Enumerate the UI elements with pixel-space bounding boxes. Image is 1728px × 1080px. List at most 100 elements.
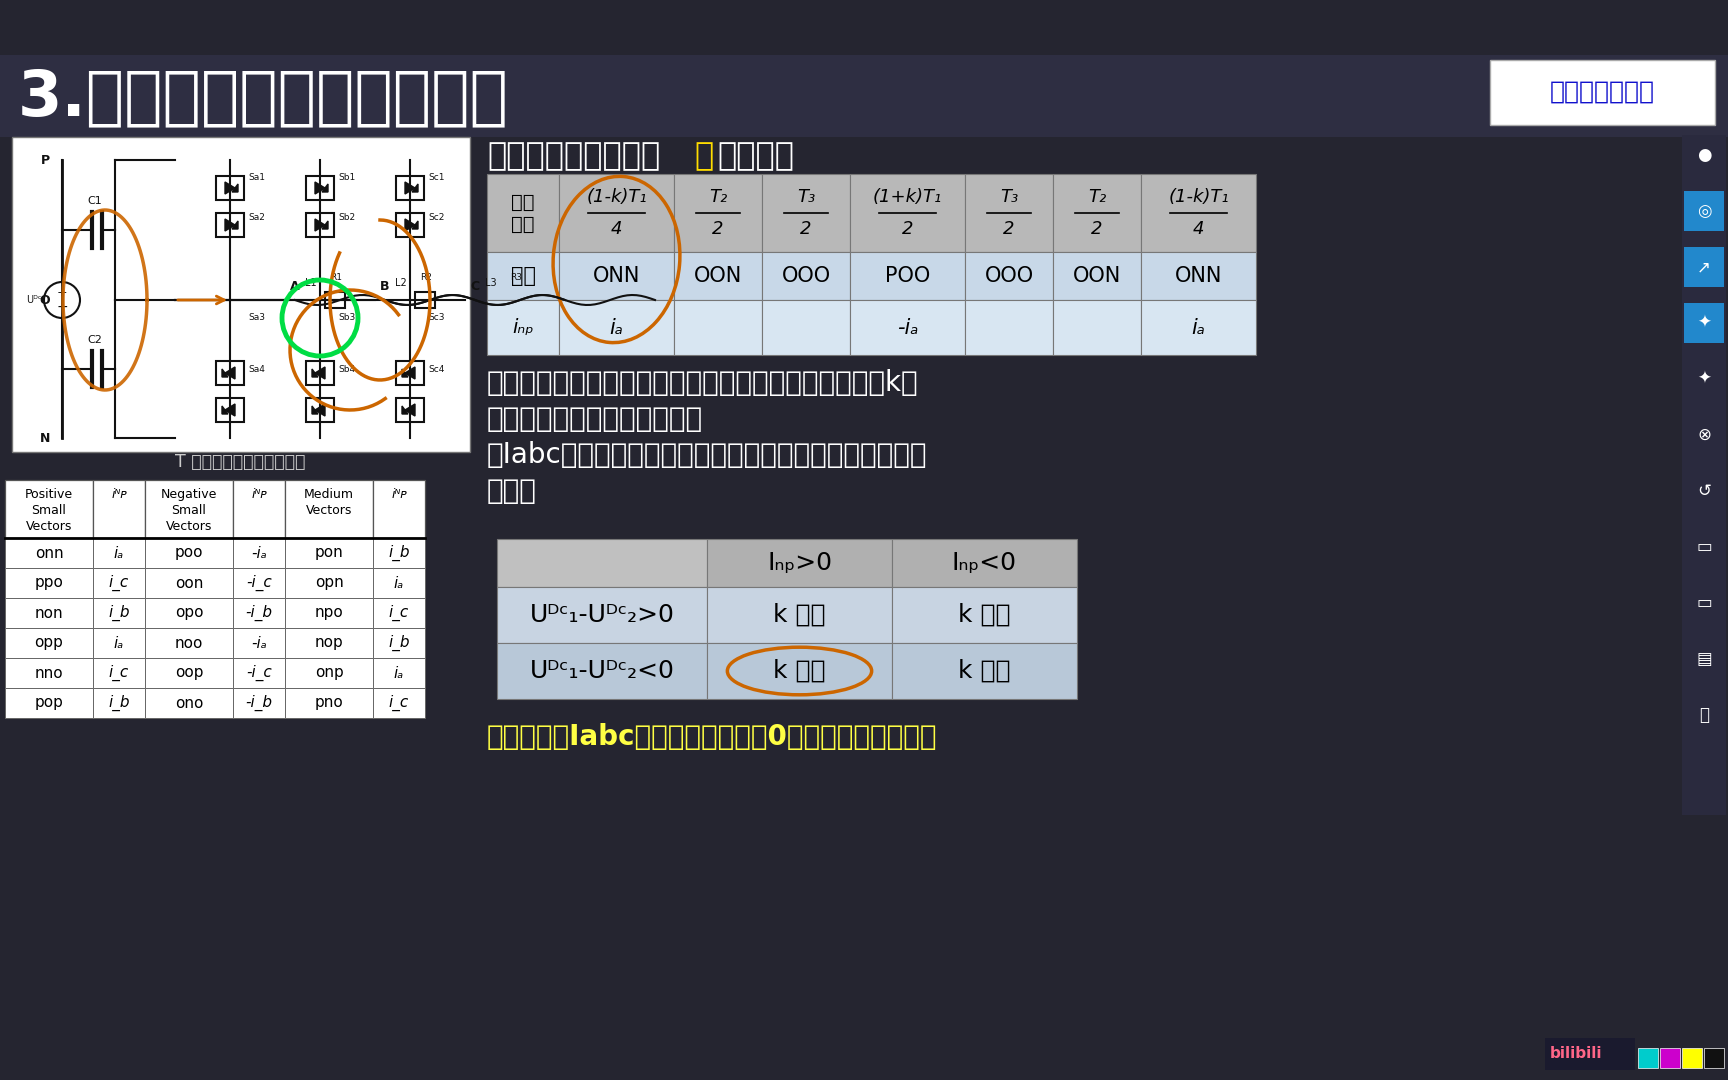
Text: L2: L2 bbox=[396, 278, 406, 288]
Text: ●: ● bbox=[1697, 146, 1711, 164]
Bar bbox=[0, 55, 1728, 137]
Text: R1: R1 bbox=[330, 273, 342, 282]
Text: P: P bbox=[41, 153, 50, 166]
Bar bbox=[396, 361, 423, 384]
Text: k 为正: k 为正 bbox=[772, 603, 826, 627]
Text: poo: poo bbox=[175, 545, 204, 561]
Bar bbox=[707, 588, 892, 643]
Text: iₐ: iₐ bbox=[610, 318, 624, 337]
Bar bbox=[5, 627, 93, 658]
Bar bbox=[93, 627, 145, 658]
Text: R3: R3 bbox=[510, 273, 522, 282]
Text: 矢量: 矢量 bbox=[510, 266, 536, 286]
Bar bbox=[674, 252, 762, 300]
Text: iᴺᴘ: iᴺᴘ bbox=[111, 488, 126, 501]
Text: T 型三电平等效电路模型图: T 型三电平等效电路模型图 bbox=[175, 453, 306, 471]
Text: k 为负: k 为负 bbox=[772, 659, 826, 683]
Bar bbox=[145, 688, 233, 718]
Bar bbox=[487, 174, 558, 252]
Text: Uᴰᶜ: Uᴰᶜ bbox=[26, 295, 41, 305]
Bar bbox=[325, 292, 346, 308]
Text: iᴺᴘ: iᴺᴘ bbox=[391, 488, 406, 501]
Text: 正负，从而实现响应的控制。: 正负，从而实现响应的控制。 bbox=[487, 405, 703, 433]
Bar bbox=[498, 588, 707, 643]
Bar bbox=[373, 568, 425, 598]
Bar bbox=[707, 643, 892, 699]
Text: -iₐ: -iₐ bbox=[251, 545, 266, 561]
Bar bbox=[892, 588, 1077, 643]
Bar bbox=[396, 213, 423, 237]
Bar bbox=[93, 598, 145, 627]
Bar bbox=[233, 568, 285, 598]
Text: onn: onn bbox=[35, 545, 64, 561]
Text: Sb4: Sb4 bbox=[339, 365, 356, 375]
Bar bbox=[1490, 60, 1714, 125]
Text: 2: 2 bbox=[1092, 220, 1102, 238]
Text: i_c: i_c bbox=[389, 694, 410, 711]
Circle shape bbox=[43, 282, 79, 318]
Bar bbox=[964, 300, 1052, 355]
Bar bbox=[233, 480, 285, 538]
Text: pno: pno bbox=[314, 696, 344, 711]
Bar bbox=[498, 539, 707, 588]
Bar bbox=[674, 300, 762, 355]
Text: 先看第一大扇区的第: 先看第一大扇区的第 bbox=[487, 141, 660, 173]
Text: oop: oop bbox=[175, 665, 204, 680]
Text: ▭: ▭ bbox=[1697, 594, 1712, 612]
Text: Uᴰᶜ₁-Uᴰᶜ₂<0: Uᴰᶜ₁-Uᴰᶜ₂<0 bbox=[529, 659, 674, 683]
Text: N: N bbox=[40, 432, 50, 445]
Bar bbox=[396, 399, 423, 422]
Text: Sc4: Sc4 bbox=[429, 365, 444, 375]
Text: i_b: i_b bbox=[109, 694, 130, 711]
Polygon shape bbox=[232, 221, 238, 229]
Text: T₃: T₃ bbox=[797, 188, 816, 206]
Bar bbox=[373, 688, 425, 718]
Text: oon: oon bbox=[175, 576, 204, 591]
Text: Positive: Positive bbox=[24, 488, 73, 501]
Bar bbox=[285, 688, 373, 718]
Bar bbox=[1681, 135, 1726, 815]
Bar bbox=[93, 658, 145, 688]
Polygon shape bbox=[314, 183, 325, 194]
Text: 2: 2 bbox=[902, 220, 914, 238]
Text: ▤: ▤ bbox=[1697, 650, 1712, 669]
Text: Small: Small bbox=[171, 504, 206, 517]
Text: Sa4: Sa4 bbox=[249, 365, 264, 375]
Text: (1-k)T₁: (1-k)T₁ bbox=[1168, 188, 1229, 206]
Polygon shape bbox=[232, 184, 238, 192]
Text: -i_b: -i_b bbox=[245, 694, 273, 711]
Text: 4: 4 bbox=[1192, 220, 1204, 238]
Text: 欢迎点赞、关注: 欢迎点赞、关注 bbox=[1550, 80, 1654, 104]
Bar bbox=[373, 538, 425, 568]
Bar bbox=[850, 252, 964, 300]
Bar bbox=[285, 598, 373, 627]
Text: Sc3: Sc3 bbox=[429, 313, 444, 323]
Bar bbox=[216, 399, 244, 422]
Bar bbox=[373, 627, 425, 658]
Bar bbox=[498, 643, 707, 699]
Text: opp: opp bbox=[35, 635, 64, 650]
Text: Vectors: Vectors bbox=[306, 504, 353, 517]
Polygon shape bbox=[313, 369, 318, 377]
Text: ▭: ▭ bbox=[1697, 538, 1712, 556]
Text: T₂: T₂ bbox=[708, 188, 727, 206]
Bar bbox=[233, 538, 285, 568]
Text: opo: opo bbox=[175, 606, 204, 621]
Bar bbox=[5, 480, 93, 538]
Bar bbox=[558, 174, 674, 252]
Text: -i_b: -i_b bbox=[245, 605, 273, 621]
Polygon shape bbox=[404, 183, 415, 194]
Text: (1-k)T₁: (1-k)T₁ bbox=[586, 188, 646, 206]
Text: Vectors: Vectors bbox=[26, 519, 73, 534]
Bar bbox=[558, 300, 674, 355]
Text: OOO: OOO bbox=[781, 266, 831, 286]
Bar bbox=[216, 176, 244, 200]
Text: 根据电容差、中点电流的方向、三相电流的方向来决定k的: 根据电容差、中点电流的方向、三相电流的方向来决定k的 bbox=[487, 369, 919, 397]
Bar bbox=[306, 213, 334, 237]
Text: Sc1: Sc1 bbox=[429, 174, 444, 183]
Bar bbox=[762, 252, 850, 300]
Bar bbox=[396, 176, 423, 200]
Bar bbox=[93, 568, 145, 598]
Text: B: B bbox=[380, 280, 389, 293]
Bar bbox=[93, 538, 145, 568]
